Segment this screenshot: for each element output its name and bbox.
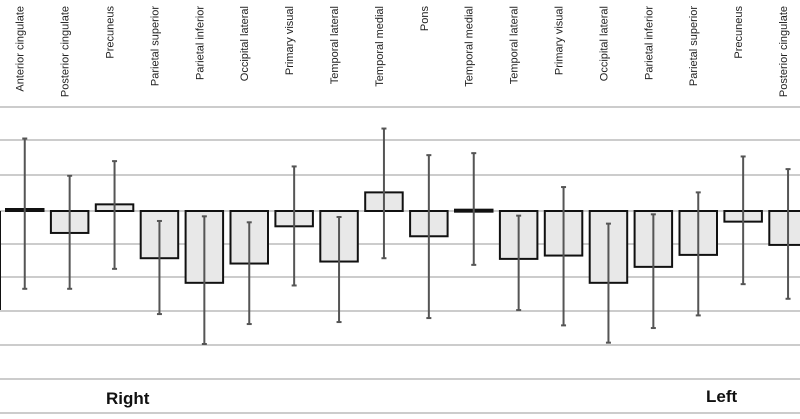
- category-label-13: Occipital lateral: [598, 6, 610, 81]
- category-label-8: Temporal medial: [374, 6, 386, 87]
- category-label-15: Parietal superior: [688, 6, 700, 86]
- bar-17: [768, 210, 800, 246]
- error-bars: [22, 127, 791, 345]
- category-label-9: Pons: [419, 6, 431, 32]
- category-label-11: Temporal lateral: [509, 6, 521, 84]
- category-label-3: Parietal superior: [149, 6, 161, 86]
- category-label-1: Posterior cingulate: [60, 6, 72, 97]
- category-label-5: Occipital lateral: [239, 6, 251, 81]
- category-label-10: Temporal medial: [464, 6, 476, 87]
- category-label-17: Posterior cingulate: [778, 6, 790, 97]
- category-label-16: Precuneus: [733, 6, 745, 59]
- category-label-14: Parietal inferior: [643, 6, 655, 80]
- group-label-left: Left: [706, 387, 738, 406]
- category-labels: Anterior cingulate Posterior cingulate Pre…: [15, 6, 790, 98]
- group-label-right: Right: [106, 389, 150, 408]
- category-label-4: Parietal inferior: [194, 6, 206, 80]
- gridlines: [0, 106, 800, 414]
- category-label-6: Primary visual: [284, 6, 296, 75]
- category-label-12: Primary visual: [553, 6, 565, 75]
- category-label-7: Temporal lateral: [329, 6, 341, 84]
- category-label-0: Anterior cingulate: [15, 6, 27, 92]
- category-label-2: Precuneus: [104, 6, 116, 59]
- bars: [5, 191, 800, 284]
